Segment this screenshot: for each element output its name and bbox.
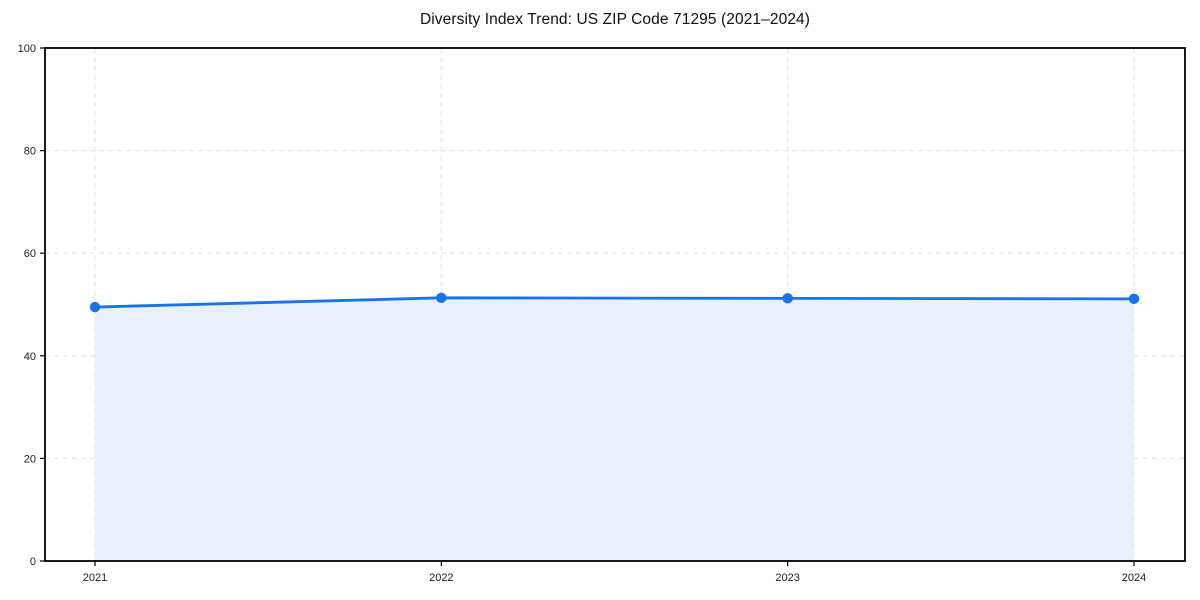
x-tick-label: 2021 <box>83 572 107 584</box>
data-point <box>436 292 447 304</box>
trend-line <box>93 296 1136 309</box>
y-tick-label: 40 <box>24 351 36 363</box>
area-fill <box>95 297 1134 561</box>
x-tick-label: 2023 <box>775 572 799 584</box>
x-tick-label: 2024 <box>1122 572 1146 584</box>
y-tick-label: 60 <box>24 248 36 260</box>
y-tick-label: 20 <box>24 453 36 465</box>
y-tick-label: 80 <box>24 146 36 158</box>
x-tick-label: 2022 <box>429 572 453 584</box>
y-tick-label: 100 <box>18 43 36 55</box>
data-point <box>782 293 793 304</box>
chart-title: Diversity Index Trend: US ZIP Code 71295… <box>419 11 811 28</box>
data-point <box>1128 293 1140 305</box>
y-tick-label: 0 <box>30 556 36 568</box>
plot-border <box>44 47 1186 562</box>
data-point <box>89 301 101 313</box>
